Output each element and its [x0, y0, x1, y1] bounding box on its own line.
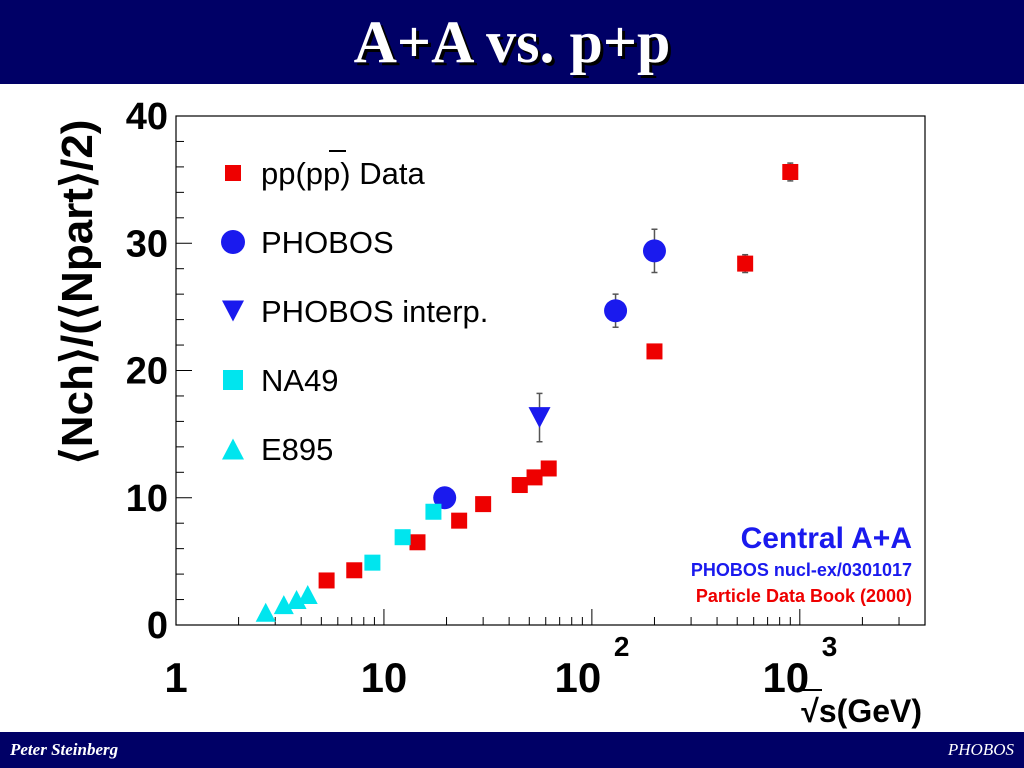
data-point-na49 — [394, 529, 411, 546]
x-tick-label: 10 — [762, 654, 809, 701]
data-point-phobos — [433, 486, 457, 510]
axes-layer — [175, 115, 926, 626]
data-point-na49 — [364, 554, 381, 571]
legend-label-phobos: PHOBOS — [261, 225, 394, 260]
data-point-pp — [475, 496, 492, 513]
x-axis-label: √s(GeV) — [801, 693, 922, 729]
data-point-phobos — [642, 239, 666, 263]
annotations: Central A+A PHOBOS nucl-ex/0301017 Particl… — [691, 522, 912, 606]
x-tick-label-exponent: 3 — [822, 631, 838, 662]
legend-marker-phobos — [221, 230, 245, 254]
legend-marker-phobos_interp — [222, 300, 244, 322]
footer-bar — [0, 732, 1024, 768]
annotation-0: Central A+A — [741, 522, 912, 555]
annotation-2: Particle Data Book (2000) — [696, 586, 912, 606]
tick-labels: 0 10 20 30 40 1 10 10 2 10 3 — [126, 96, 838, 701]
data-point-e895 — [255, 602, 276, 622]
y-tick-label: 0 — [147, 605, 168, 647]
data-point-pp — [526, 469, 543, 486]
x-tick-label-exponent: 2 — [614, 631, 630, 662]
data-point-e895 — [297, 584, 318, 604]
footer-org: PHOBOS — [947, 740, 1014, 759]
y-tick-label: 30 — [126, 223, 168, 265]
x-tick-label: 10 — [361, 654, 408, 701]
data-point-pp — [346, 562, 363, 579]
data-marks — [255, 162, 799, 622]
annotation-1: PHOBOS nucl-ex/0301017 — [691, 560, 912, 580]
y-tick-label: 40 — [126, 96, 168, 138]
data-point-pp — [540, 460, 557, 477]
axis-labels: √s(GeV) ⟨Nch⟩/(⟨Npart⟩/2) — [53, 120, 922, 729]
data-point-na49 — [425, 503, 442, 520]
chart: 0 10 20 30 40 1 10 10 2 10 3 pp(pp) Data PHOBOS PHOB… — [53, 96, 926, 729]
data-point-phobos_interp — [528, 407, 551, 429]
data-point-e895 — [273, 595, 294, 615]
data-point-pp — [318, 572, 335, 589]
data-point-pp — [451, 512, 468, 529]
legend-marker-e895 — [222, 438, 244, 460]
data-point-phobos — [604, 299, 628, 323]
legend-marker-na49 — [223, 370, 243, 390]
title-bar — [0, 0, 1024, 84]
legend-marker-pp — [225, 165, 241, 181]
y-axis-label: ⟨Nch⟩/(⟨Npart⟩/2) — [53, 120, 102, 465]
legend-label-e895: E895 — [261, 432, 333, 467]
data-point-pp — [646, 343, 663, 360]
data-point-pp — [409, 534, 426, 551]
slide-title: A+A vs. p+p — [353, 9, 671, 75]
legend-label-na49: NA49 — [261, 363, 339, 398]
data-point-pp — [511, 477, 528, 494]
data-point-pp — [782, 163, 799, 180]
data-point-pp — [737, 255, 754, 272]
x-tick-label: 10 — [555, 654, 602, 701]
footer-author: Peter Steinberg — [10, 740, 119, 759]
legend-label-pp: pp(pp) Data — [261, 156, 425, 191]
legend-label-phobos_interp: PHOBOS interp. — [261, 294, 488, 329]
data-point-e895 — [286, 590, 307, 610]
y-tick-label: 20 — [126, 351, 168, 393]
legend: pp(pp) Data PHOBOS PHOBOS interp. NA49 E895 — [221, 150, 488, 467]
x-tick-label: 1 — [164, 654, 187, 701]
y-tick-label: 10 — [126, 478, 168, 520]
